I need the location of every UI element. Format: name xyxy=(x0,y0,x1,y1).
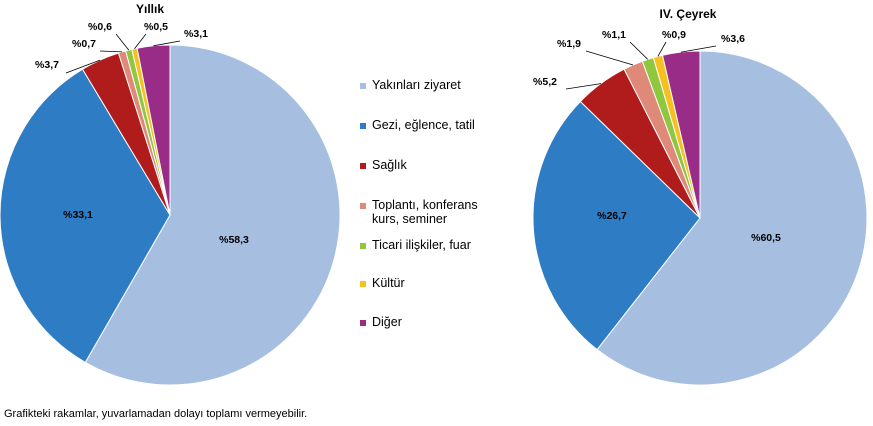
legend-label: Yakınları ziyaret xyxy=(372,78,461,92)
slice-label-yillik-6: %0,5 xyxy=(144,21,168,33)
slice-label-iv-ceyrek-2: %26,7 xyxy=(597,210,627,222)
legend-label: Toplantı, konferans kurs, seminer xyxy=(372,198,478,226)
slice-label-yillik-7: %3,1 xyxy=(184,28,208,40)
slice-label-yillik-2: %33,1 xyxy=(63,209,93,221)
legend-label: Sağlık xyxy=(372,158,407,172)
slice-label-iv-ceyrek-3: %5,2 xyxy=(533,76,557,88)
legend-swatch xyxy=(360,83,366,89)
leader-line-iv-ceyrek-5 xyxy=(629,41,649,60)
legend-label: Diğer xyxy=(372,315,402,329)
slice-label-yillik-4: %0,7 xyxy=(72,38,96,50)
legend-swatch xyxy=(360,243,366,249)
leader-line-yillik-7 xyxy=(153,40,181,47)
leader-line-yillik-6 xyxy=(134,33,147,50)
slice-label-iv-ceyrek-7: %3,6 xyxy=(721,33,745,45)
slice-label-iv-ceyrek-5: %1,1 xyxy=(602,29,626,41)
slice-label-yillik-1: %58,3 xyxy=(219,234,249,246)
legend-swatch xyxy=(360,281,366,287)
chart-title-yillik: Yıllık xyxy=(136,2,164,16)
legend-swatch xyxy=(360,123,366,129)
legend-label: Kültür xyxy=(372,276,405,290)
slice-label-iv-ceyrek-1: %60,5 xyxy=(751,232,781,244)
slice-label-yillik-3: %3,7 xyxy=(35,59,59,71)
slice-label-yillik-5: %0,6 xyxy=(88,21,112,33)
leader-line-yillik-5 xyxy=(115,33,130,51)
legend-label: Ticari ilişkiler, fuar xyxy=(372,238,471,252)
leader-line-iv-ceyrek-3 xyxy=(565,83,601,90)
legend-label: Gezi, eğlence, tatil xyxy=(372,118,475,132)
leader-line-iv-ceyrek-6 xyxy=(657,41,667,57)
leader-line-iv-ceyrek-4 xyxy=(585,50,634,66)
leader-line-yillik-3 xyxy=(65,59,101,74)
pie-chart-yillik: Yıllık %58,3 %33,1 %3,7 %0,7 %0,6 %0,5 %3,1 xyxy=(0,2,341,386)
pie-slice-yillik-2 xyxy=(0,68,171,364)
pie-slice-iv-ceyrek-2 xyxy=(532,100,701,351)
slice-label-iv-ceyrek-6: %0,9 xyxy=(662,29,686,41)
legend-swatch xyxy=(360,203,366,209)
legend-swatch xyxy=(360,163,366,169)
legend-swatch xyxy=(360,320,366,326)
footnote: Grafikteki rakamlar, yuvarlamadan dolayı… xyxy=(4,408,308,420)
pie-chart-iv-ceyrek: IV. Çeyrek %60,5 %26,7 %5,2 %1,9 %1,1 %0,9 %3,… xyxy=(532,7,868,386)
pie-slice-yillik-7 xyxy=(136,44,171,216)
pie-slice-iv-ceyrek-1 xyxy=(596,50,868,386)
slice-label-iv-ceyrek-4: %1,9 xyxy=(557,38,581,50)
pie-slice-yillik-1 xyxy=(84,44,341,386)
chart-title-iv-ceyrek: IV. Çeyrek xyxy=(660,7,717,21)
leader-line-iv-ceyrek-7 xyxy=(681,45,717,53)
leader-line-yillik-4 xyxy=(99,50,123,53)
